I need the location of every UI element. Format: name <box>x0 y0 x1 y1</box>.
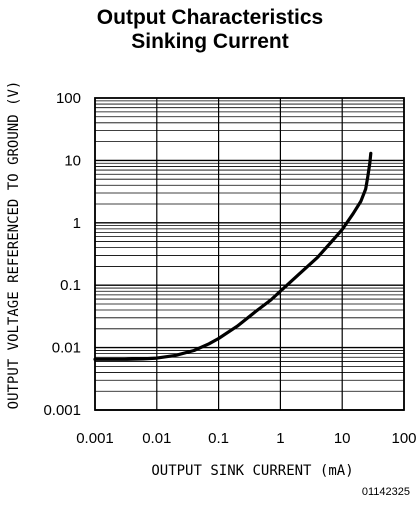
y-tick-label: 100 <box>56 90 81 107</box>
y-axis-label: OUTPUT VOLTAGE REFERENCED TO GROUND (V) <box>6 81 22 410</box>
chart-title: Output Characteristics <box>96 6 324 29</box>
chart-subtitle: Sinking Current <box>131 30 289 53</box>
y-tick-label: 10 <box>64 152 81 169</box>
y-tick-labels: 0.001 0.01 0.1 1 10 100 <box>43 90 81 419</box>
minor-grid <box>95 100 404 392</box>
y-tick-label: 0.001 <box>43 402 81 419</box>
y-tick-label: 1 <box>73 215 81 232</box>
x-tick-label: 10 <box>334 430 351 447</box>
x-tick-label: 0.1 <box>208 430 229 447</box>
y-tick-label: 0.01 <box>52 340 81 357</box>
x-tick-label: 100 <box>391 430 416 447</box>
x-tick-label: 1 <box>276 430 284 447</box>
x-tick-labels: 0.001 0.01 0.1 1 10 100 <box>76 430 416 447</box>
data-curve <box>93 151 373 361</box>
figure-id: 01142325 <box>361 486 410 498</box>
y-tick-label: 0.1 <box>60 277 81 294</box>
plot-frame <box>94 97 405 411</box>
major-grid <box>94 98 405 411</box>
chart-title-block: Output Characteristics Sinking Current <box>0 6 420 54</box>
x-axis-label: OUTPUT SINK CURRENT (mA) <box>151 463 353 479</box>
x-tick-label: 0.01 <box>142 430 171 447</box>
x-tick-label: 0.001 <box>76 430 114 447</box>
